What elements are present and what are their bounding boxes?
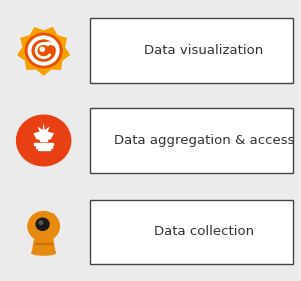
Polygon shape	[33, 122, 54, 140]
Circle shape	[50, 214, 54, 218]
Bar	[38, 236, 50, 240]
FancyBboxPatch shape	[90, 18, 293, 83]
Ellipse shape	[32, 250, 56, 255]
Circle shape	[28, 212, 59, 241]
Circle shape	[17, 115, 71, 166]
Circle shape	[25, 33, 62, 68]
Bar	[38, 148, 50, 151]
Bar	[36, 146, 51, 148]
FancyBboxPatch shape	[90, 200, 293, 264]
Bar	[34, 143, 53, 146]
FancyBboxPatch shape	[90, 108, 293, 173]
Polygon shape	[17, 27, 70, 76]
Polygon shape	[32, 239, 56, 253]
Circle shape	[40, 47, 45, 51]
Text: Data collection: Data collection	[154, 225, 254, 238]
Bar	[35, 243, 52, 244]
Text: Data visualization: Data visualization	[144, 44, 264, 57]
Text: Data aggregation & access: Data aggregation & access	[114, 134, 294, 147]
Bar	[40, 138, 48, 140]
Circle shape	[39, 221, 43, 225]
Circle shape	[36, 218, 49, 230]
